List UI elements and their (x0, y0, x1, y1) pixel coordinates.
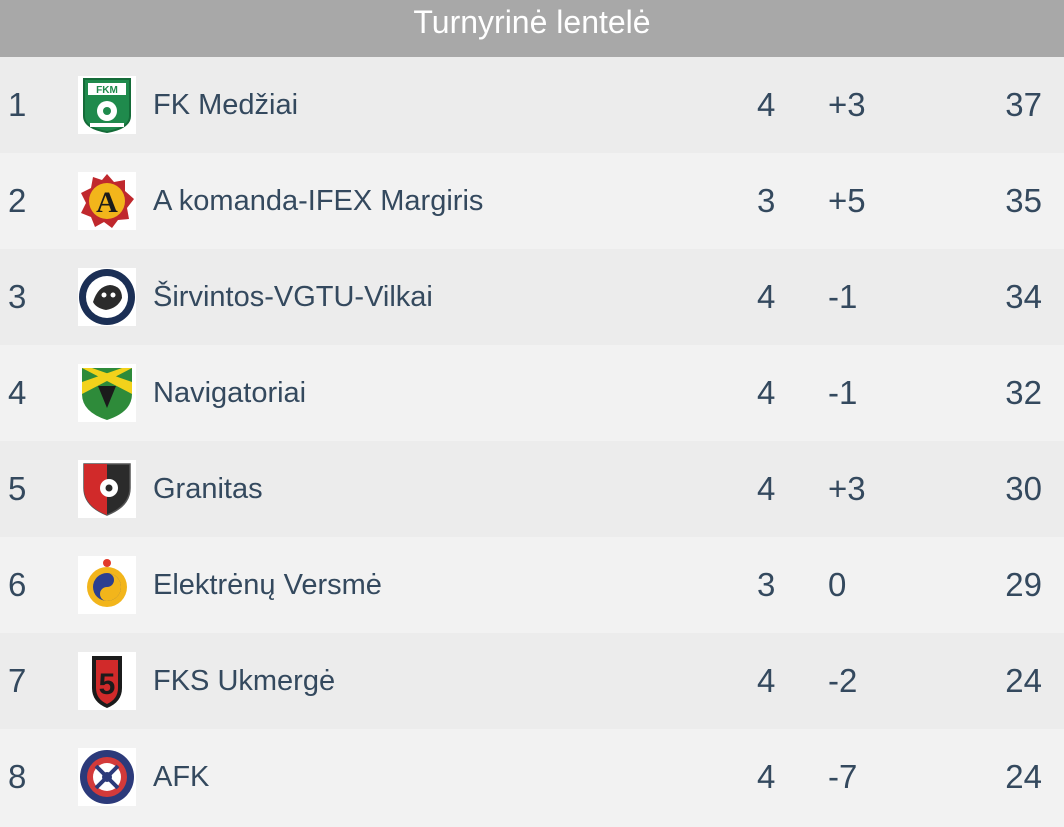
position-cell: 8 (8, 758, 27, 795)
standings-title: Turnyrinė lentelė (0, 0, 1064, 57)
goal-diff-cell: -1 (828, 278, 858, 315)
fk-medziai-crest-icon: FKM (78, 76, 136, 134)
played-cell: 4 (757, 470, 776, 507)
played-cell: 3 (757, 566, 776, 603)
table-row[interactable]: 1 FKM FK Medžiai 4 +3 37 (0, 57, 1064, 153)
position-cell: 5 (8, 470, 27, 507)
points-cell: 34 (1005, 278, 1042, 315)
points-cell: 30 (1005, 470, 1042, 507)
goal-diff-cell: 0 (828, 566, 847, 603)
points-cell: 24 (1005, 758, 1042, 795)
position-cell: 4 (8, 374, 27, 411)
afk-crest-icon (78, 748, 136, 806)
table-row[interactable]: 8 AFK 4 -7 24 (0, 729, 1064, 827)
played-cell: 4 (757, 278, 776, 315)
team-name[interactable]: Navigatoriai (153, 377, 307, 409)
team-name[interactable]: Širvintos-VGTU-Vilkai (153, 281, 433, 313)
granitas-crest-icon (78, 460, 136, 518)
goal-diff-cell: -7 (828, 758, 858, 795)
points-cell: 24 (1005, 662, 1042, 699)
position-cell: 7 (8, 662, 27, 699)
goal-diff-cell: +3 (828, 470, 866, 507)
played-cell: 4 (757, 374, 776, 411)
team-name[interactable]: FK Medžiai (153, 89, 299, 121)
played-cell: 3 (757, 182, 776, 219)
goal-diff-cell: -1 (828, 374, 858, 411)
points-cell: 29 (1005, 566, 1042, 603)
played-cell: 4 (757, 662, 776, 699)
position-cell: 2 (8, 182, 27, 219)
table-row[interactable]: 4 Navigatoriai 4 -1 32 (0, 345, 1064, 441)
goal-diff-cell: +5 (828, 182, 866, 219)
points-cell: 32 (1005, 374, 1042, 411)
position-cell: 1 (8, 86, 27, 123)
team-name[interactable]: FKS Ukmergė (153, 665, 336, 697)
table-row[interactable]: 5 Granitas 4 +3 30 (0, 441, 1064, 537)
points-cell: 37 (1005, 86, 1042, 123)
played-cell: 4 (757, 86, 776, 123)
svg-text:A: A (96, 186, 118, 219)
team-name[interactable]: AFK (153, 761, 210, 793)
navigatoriai-crest-icon (78, 364, 136, 422)
a-komanda-crest-icon: A (78, 172, 136, 230)
table-row[interactable]: 7 5 FKS Ukmergė 4 -2 24 (0, 633, 1064, 729)
svg-text:FKM: FKM (96, 85, 118, 96)
played-cell: 4 (757, 758, 776, 795)
table-row[interactable]: 3 Širvintos-VGTU-Vilkai 4 -1 34 (0, 249, 1064, 345)
table-row[interactable]: 2 A A komanda-IFEX Margiris 3 +5 35 (0, 153, 1064, 249)
team-name[interactable]: Elektrėnų Versmė (153, 569, 382, 601)
team-name[interactable]: A komanda-IFEX Margiris (153, 185, 484, 217)
sirvintos-vilkai-crest-icon (78, 268, 136, 326)
goal-diff-cell: +3 (828, 86, 866, 123)
fks-ukmerge-crest-icon: 5 (78, 652, 136, 710)
position-cell: 6 (8, 566, 27, 603)
table-row[interactable]: 6 Elektrėnų Versmė 3 0 29 (0, 537, 1064, 633)
svg-text:5: 5 (99, 668, 116, 701)
points-cell: 35 (1005, 182, 1042, 219)
standings-table: 1 FKM FK Medžiai 4 +3 37 2 (0, 57, 1064, 827)
goal-diff-cell: -2 (828, 662, 858, 699)
team-name[interactable]: Granitas (153, 473, 263, 505)
elektrenu-versme-crest-icon (78, 556, 136, 614)
position-cell: 3 (8, 278, 27, 315)
